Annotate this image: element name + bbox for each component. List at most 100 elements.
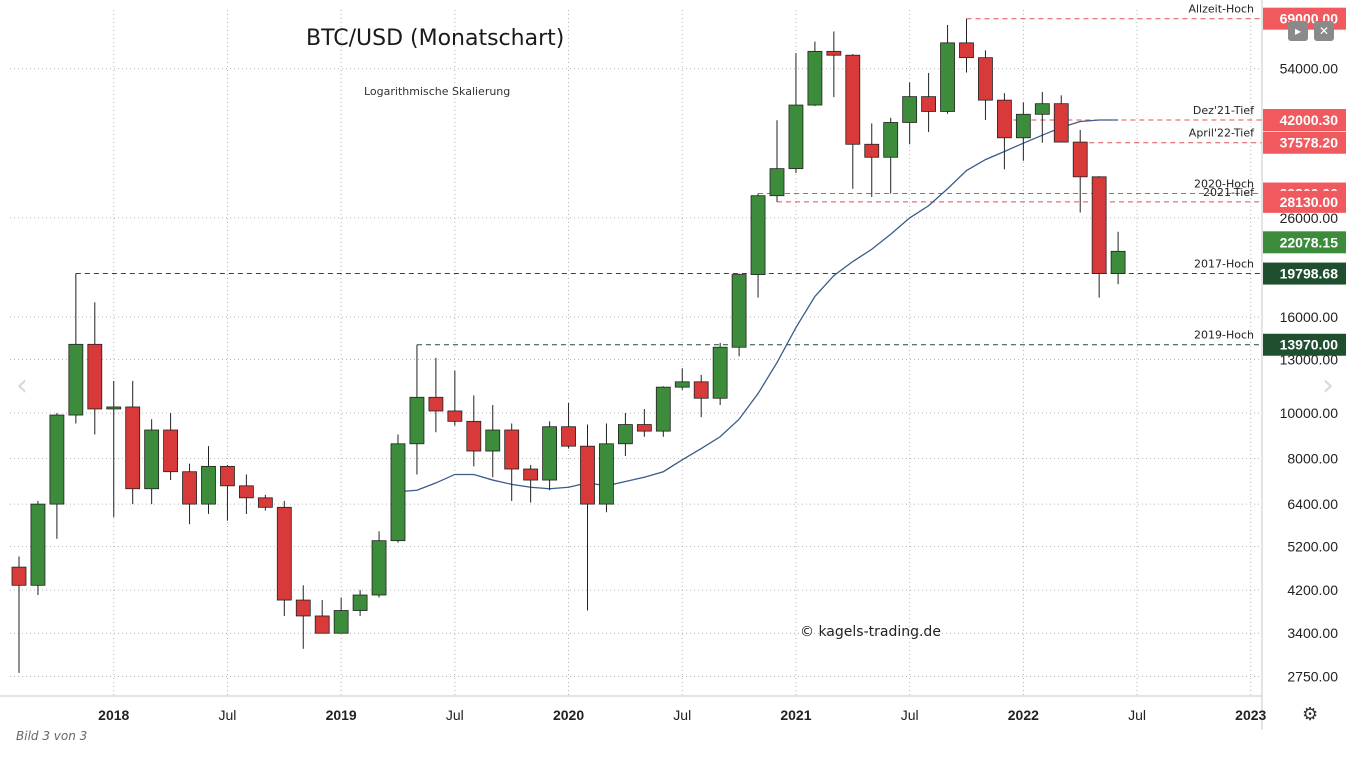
x-tick-label: 2023 [1235,707,1266,723]
candle-body [1015,113,1031,139]
candle-body [371,540,387,596]
candle [163,412,179,481]
candle-body [1091,176,1107,274]
candle-body [106,406,122,410]
price-box [1263,109,1346,132]
candle [257,494,273,511]
price-box-label: 42000.30 [1280,112,1339,128]
candle-body [542,426,557,481]
x-tick-label: Jul [218,707,236,723]
last-price-label: 22078.15 [1280,234,1339,250]
candle-body [390,443,406,542]
candle [750,193,766,298]
candle-body [30,503,46,586]
candle-body [485,429,501,452]
candle-body [523,468,539,481]
image-caption: Bild 3 von 3 [16,729,88,743]
candle-body [599,443,614,505]
play-icon[interactable]: ▸ [1288,21,1308,41]
candle-body [940,42,955,112]
candle [997,93,1012,170]
candle-body [295,599,311,617]
candle-body [731,274,747,348]
candle [940,24,955,114]
candle-body [11,566,27,586]
candle [693,374,709,418]
y-tick-label: 10000.00 [1280,405,1339,421]
level-name: 2019-Hoch [1194,329,1254,342]
x-tick-label: 2018 [98,707,129,723]
candle-body [68,343,84,416]
candle [864,123,880,198]
x-tick-label: 2020 [553,707,584,723]
candle [504,423,520,501]
price-box [1263,131,1346,154]
candle-body [201,465,216,505]
candle [144,419,160,505]
settings-gear-icon[interactable]: ⚙ [1302,704,1319,725]
candle [276,500,292,616]
candle-body [428,396,444,412]
candle [68,273,84,424]
candle-body [580,445,595,505]
candle [788,53,804,174]
x-tick-label: 2021 [780,707,811,723]
y-tick-label: 4200.00 [1287,582,1338,598]
candle [238,474,254,514]
candle-body [125,406,141,490]
candle [390,434,406,543]
candle [580,424,595,611]
candle-body [864,143,880,158]
price-box-label: 28130.00 [1280,194,1339,210]
candle [1015,102,1031,161]
candle-body [618,424,633,445]
candle-body [636,424,652,432]
level-name: Dez'21-Tief [1193,104,1255,117]
price-box [1263,333,1346,356]
prev-arrow-icon[interactable]: ‹ [16,368,28,403]
candle [125,380,141,505]
candle-body [807,50,823,106]
candle [30,500,46,596]
candle [978,50,993,121]
level-name: 2021-Tief [1203,186,1255,199]
candle-body [826,50,842,56]
candle-body [883,122,899,158]
candle [561,403,576,449]
candle [1072,129,1088,213]
candle-body [1053,103,1069,143]
candle-body [693,381,709,399]
candle-body [712,346,728,399]
y-tick-label: 6400.00 [1287,496,1338,512]
last-price-box [1263,231,1346,254]
level-name: April'22-Tief [1189,127,1255,140]
candle [542,421,557,491]
x-tick-label: Jul [901,707,919,723]
level-name: Allzeit-Hoch [1188,3,1254,16]
x-tick-label: Jul [446,707,464,723]
close-icon[interactable]: ✕ [1314,21,1334,41]
candle-body [1110,250,1126,274]
candle-body [902,96,918,123]
candle-body [1072,141,1088,178]
candle-body [314,615,330,634]
y-tick-label: 8000.00 [1287,451,1338,467]
candle [485,404,501,478]
candle-body [788,104,804,170]
candle-body [561,426,576,447]
candle-body [845,54,861,145]
next-arrow-icon[interactable]: › [1322,368,1334,403]
level-name: 2020-Hoch [1194,178,1254,191]
candle [333,597,349,634]
candle [352,590,368,616]
candle-body [409,396,425,445]
candle [655,386,671,437]
candle-body [276,506,292,601]
candle [731,273,747,357]
candle-body [959,42,974,59]
candle [959,18,974,73]
candle-body [750,195,766,275]
candle-body [978,57,993,101]
x-tick-label: Jul [673,707,691,723]
